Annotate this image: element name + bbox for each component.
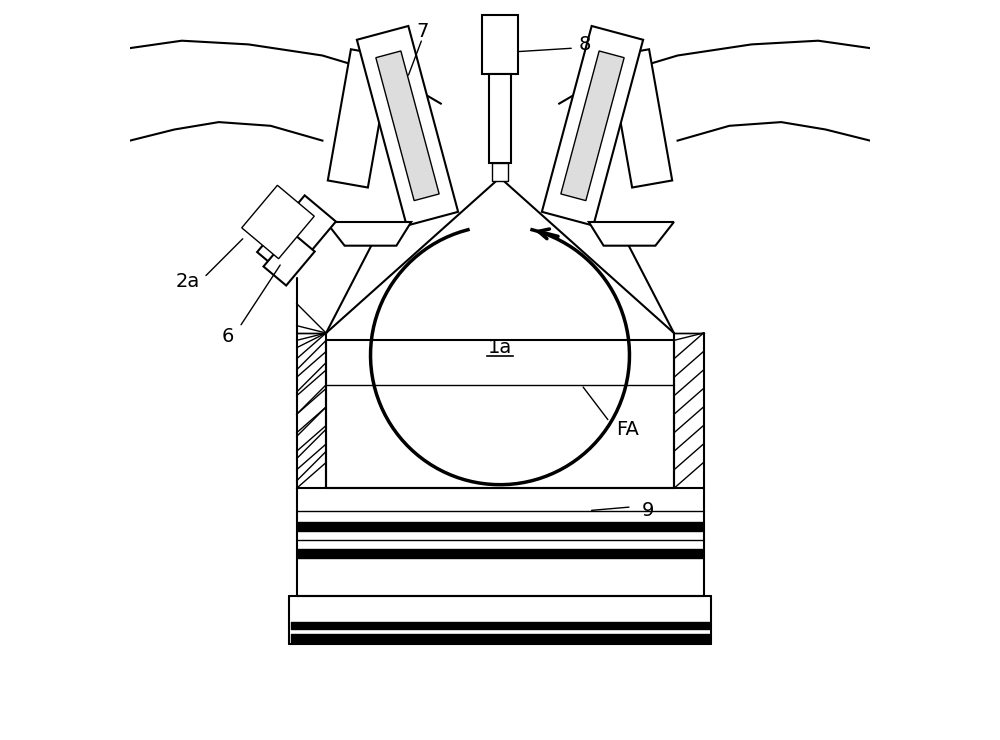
Polygon shape [492, 163, 508, 181]
Polygon shape [542, 26, 643, 226]
Text: 1a: 1a [488, 338, 512, 357]
Text: 9: 9 [642, 501, 654, 520]
Text: 7: 7 [416, 21, 428, 41]
Polygon shape [609, 50, 672, 187]
Polygon shape [328, 50, 391, 187]
Polygon shape [376, 51, 439, 201]
Polygon shape [263, 232, 315, 286]
Text: 2a: 2a [176, 272, 200, 291]
Polygon shape [589, 222, 674, 246]
Text: 8: 8 [579, 35, 591, 54]
Polygon shape [326, 222, 411, 246]
Text: 6: 6 [221, 327, 234, 346]
Polygon shape [489, 74, 511, 163]
Polygon shape [561, 51, 624, 201]
Text: FA: FA [616, 420, 639, 439]
Polygon shape [482, 15, 518, 74]
Polygon shape [242, 185, 314, 259]
Polygon shape [257, 195, 336, 278]
Polygon shape [357, 26, 458, 226]
